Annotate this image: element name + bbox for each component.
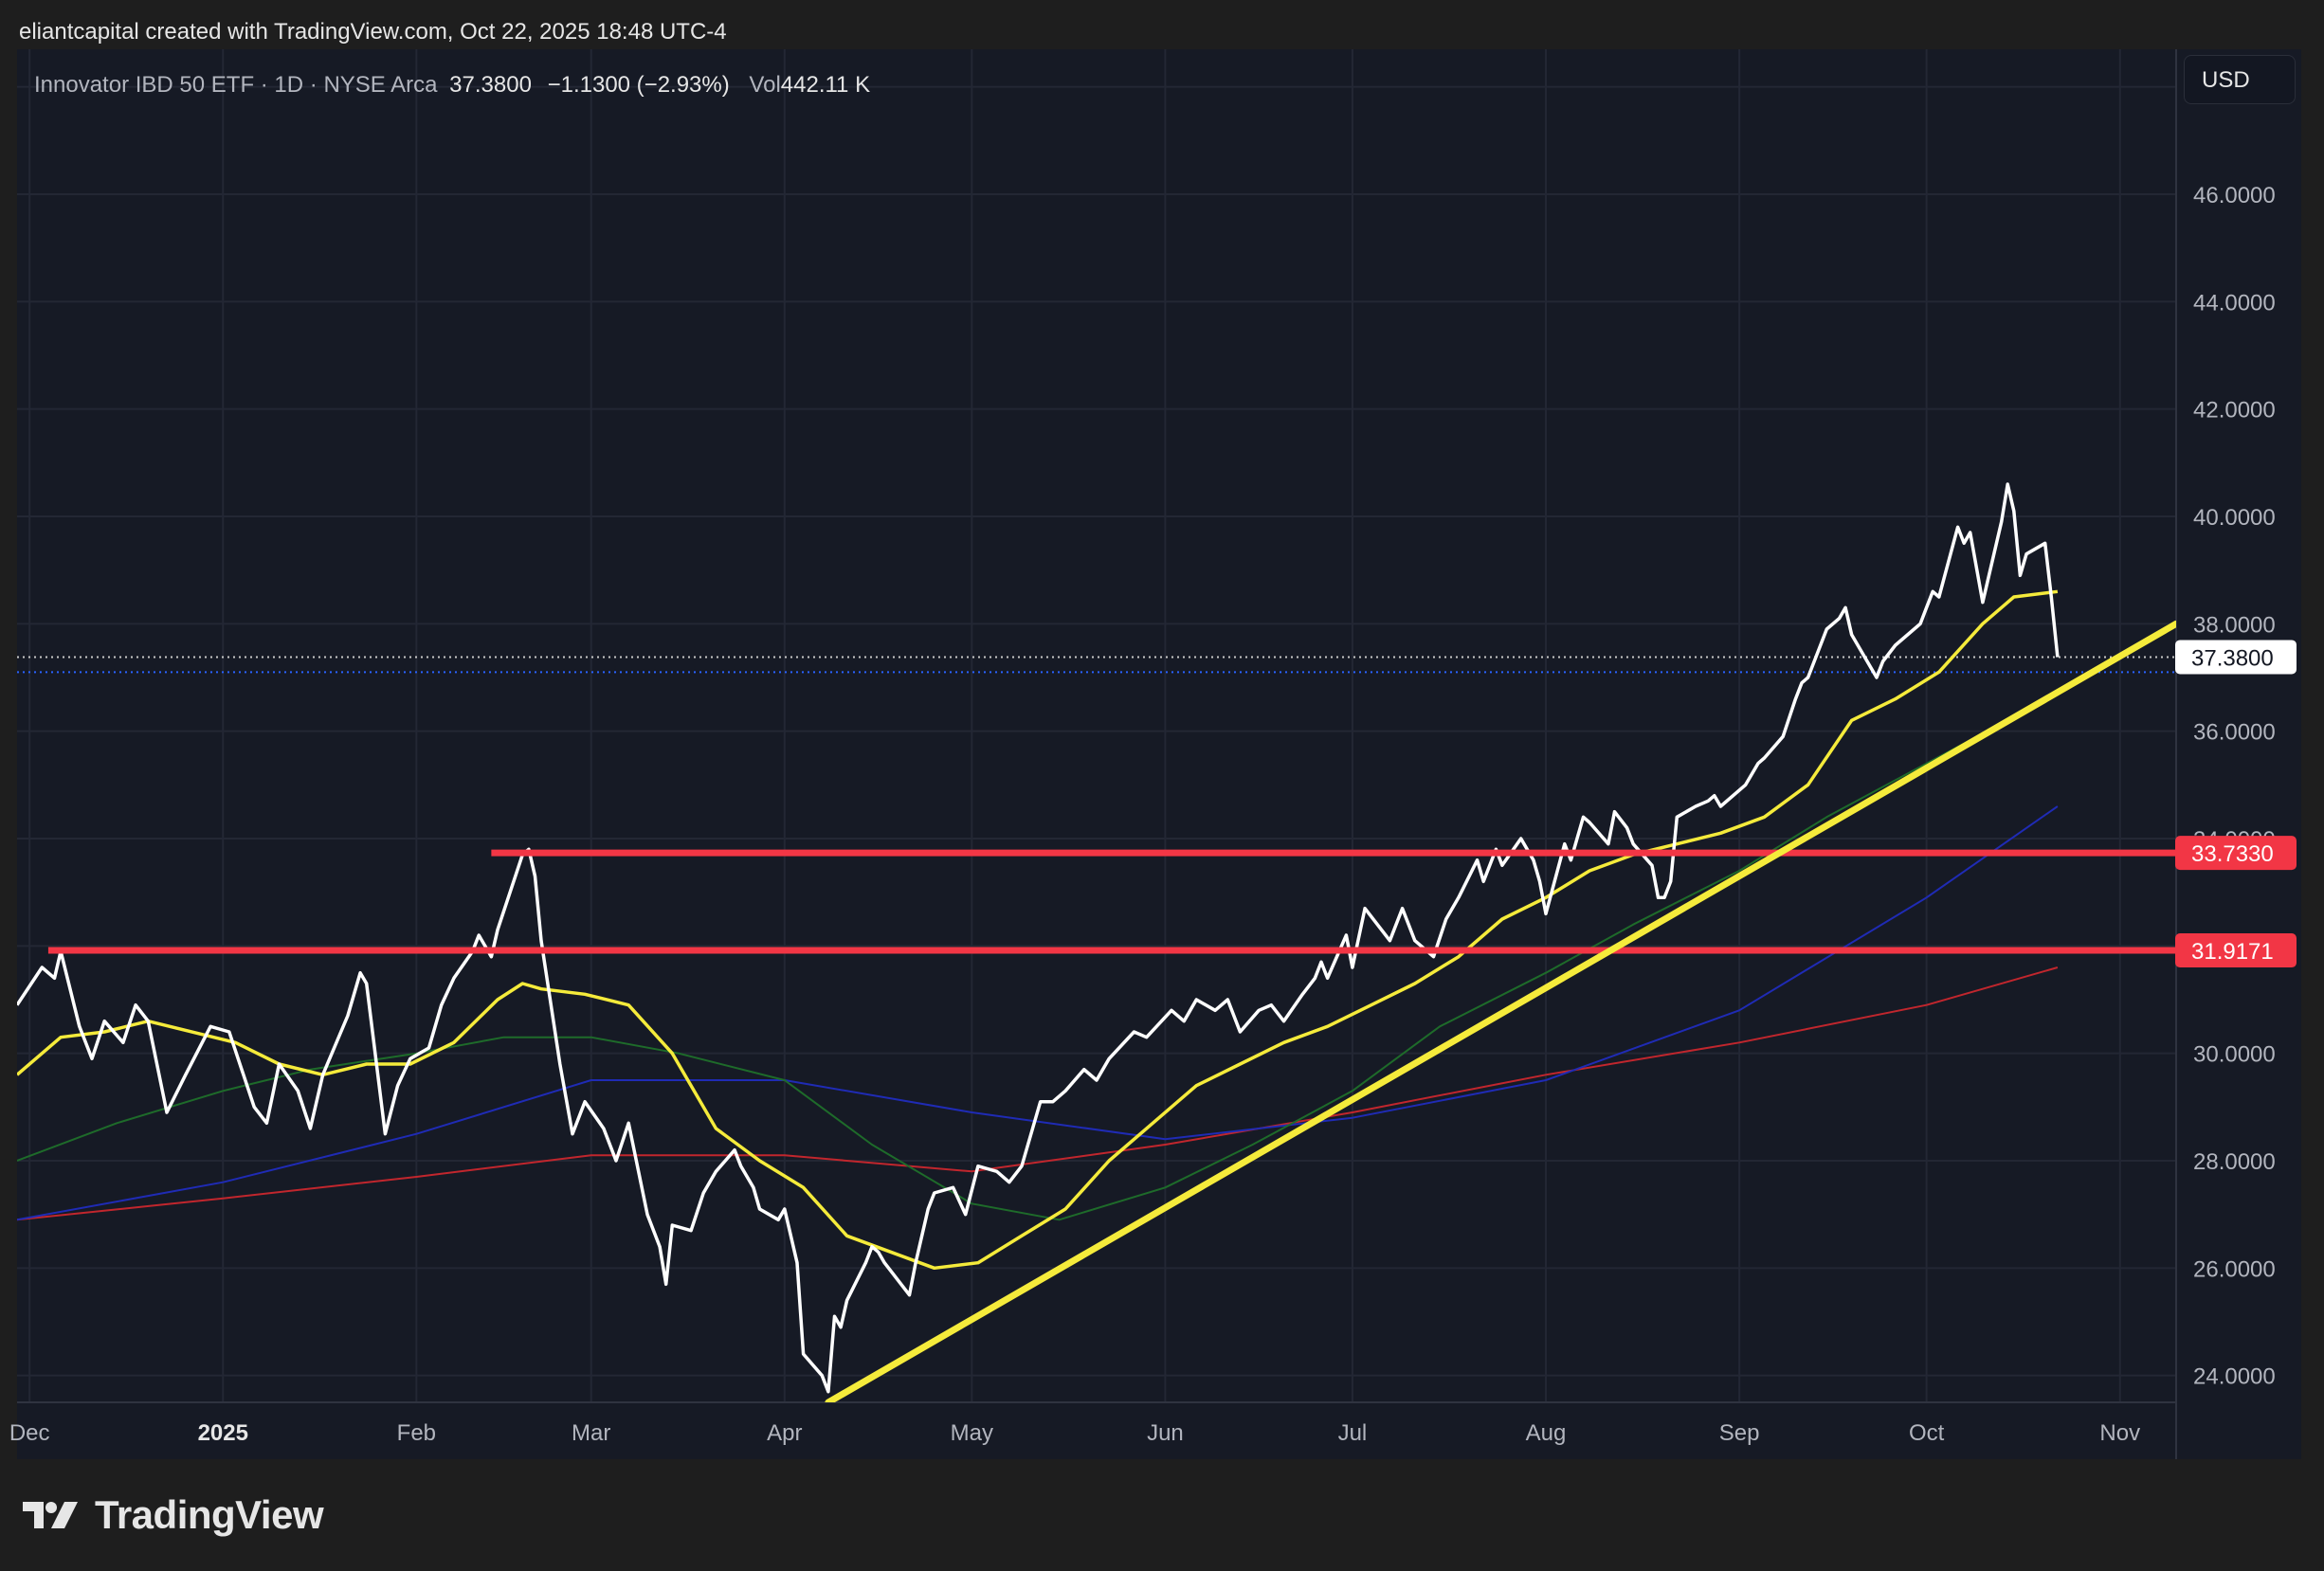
chart-pane[interactable] (17, 49, 2301, 1459)
symbol-description[interactable]: Innovator IBD 50 ETF · 1D · NYSE Arca (34, 72, 438, 98)
time-axis-tick-label: Apr (767, 1420, 802, 1446)
time-axis-tick-label: Oct (1909, 1420, 1945, 1446)
time-axis-tick-label: 2025 (198, 1420, 248, 1446)
level-price-tag: 33.7330 (2191, 841, 2274, 867)
time-axis-tick-label: Jul (1338, 1420, 1368, 1446)
last-price-tag-bg (2175, 640, 2297, 675)
price-axis-tick-label: 28.0000 (2193, 1149, 2276, 1175)
series-ma_red (17, 966, 2059, 1221)
price-change-value: −1.1300 (−2.93%) (547, 72, 730, 98)
time-axis-tick-label: Nov (2099, 1420, 2140, 1446)
chart-attribution: eliantcapital created with TradingView.c… (19, 19, 727, 45)
time-axis-tick-label: May (951, 1420, 993, 1446)
price-axis-tick-label: 24.0000 (2193, 1364, 2276, 1390)
plot-series (17, 482, 2176, 1402)
symbol-legend: Innovator IBD 50 ETF · 1D · NYSE Arca 37… (34, 72, 870, 99)
volume-value: 442.11 K (780, 72, 871, 98)
price-axis-tick-label: 40.0000 (2193, 505, 2276, 531)
tradingview-logo-icon (23, 1502, 78, 1528)
brand-name: TradingView (95, 1492, 324, 1537)
time-axis-tick-label: Dec (9, 1420, 50, 1446)
last-price-value: 37.3800 (449, 72, 532, 98)
level-price-tag-bg (2175, 933, 2297, 968)
level-price-tag-bg (2175, 836, 2297, 871)
currency-button[interactable]: USD (2184, 55, 2296, 104)
volume-label: Vol (749, 72, 781, 98)
price-axis-tick-label: 36.0000 (2193, 720, 2276, 746)
price-axis-tick-label: 44.0000 (2193, 290, 2276, 316)
price-axis-tick-label: 38.0000 (2193, 612, 2276, 638)
price-axis-tick-label: 42.0000 (2193, 398, 2276, 424)
price-axis-tick-label: 46.0000 (2193, 183, 2276, 208)
time-axis-tick-label: Jun (1147, 1420, 1184, 1446)
price-axis-tick-label: 26.0000 (2193, 1256, 2276, 1282)
brand[interactable]: TradingView (23, 1492, 324, 1537)
time-axis-tick-label: Aug (1526, 1420, 1567, 1446)
trendline (825, 620, 2176, 1402)
time-axis-tick-label: Sep (1719, 1420, 1760, 1446)
time-axis-tick-label: Feb (397, 1420, 436, 1446)
series-price (17, 482, 2060, 1394)
series-ma_blue (17, 805, 2059, 1221)
price-axis-tick-label: 30.0000 (2193, 1042, 2276, 1068)
series-ma_green (17, 693, 2059, 1221)
time-axis-tick-label: Mar (572, 1420, 610, 1446)
last-price-tag: 37.3800 (2191, 645, 2274, 671)
series-ma_yellow (17, 589, 2059, 1271)
level-price-tag: 31.9171 (2191, 939, 2274, 965)
